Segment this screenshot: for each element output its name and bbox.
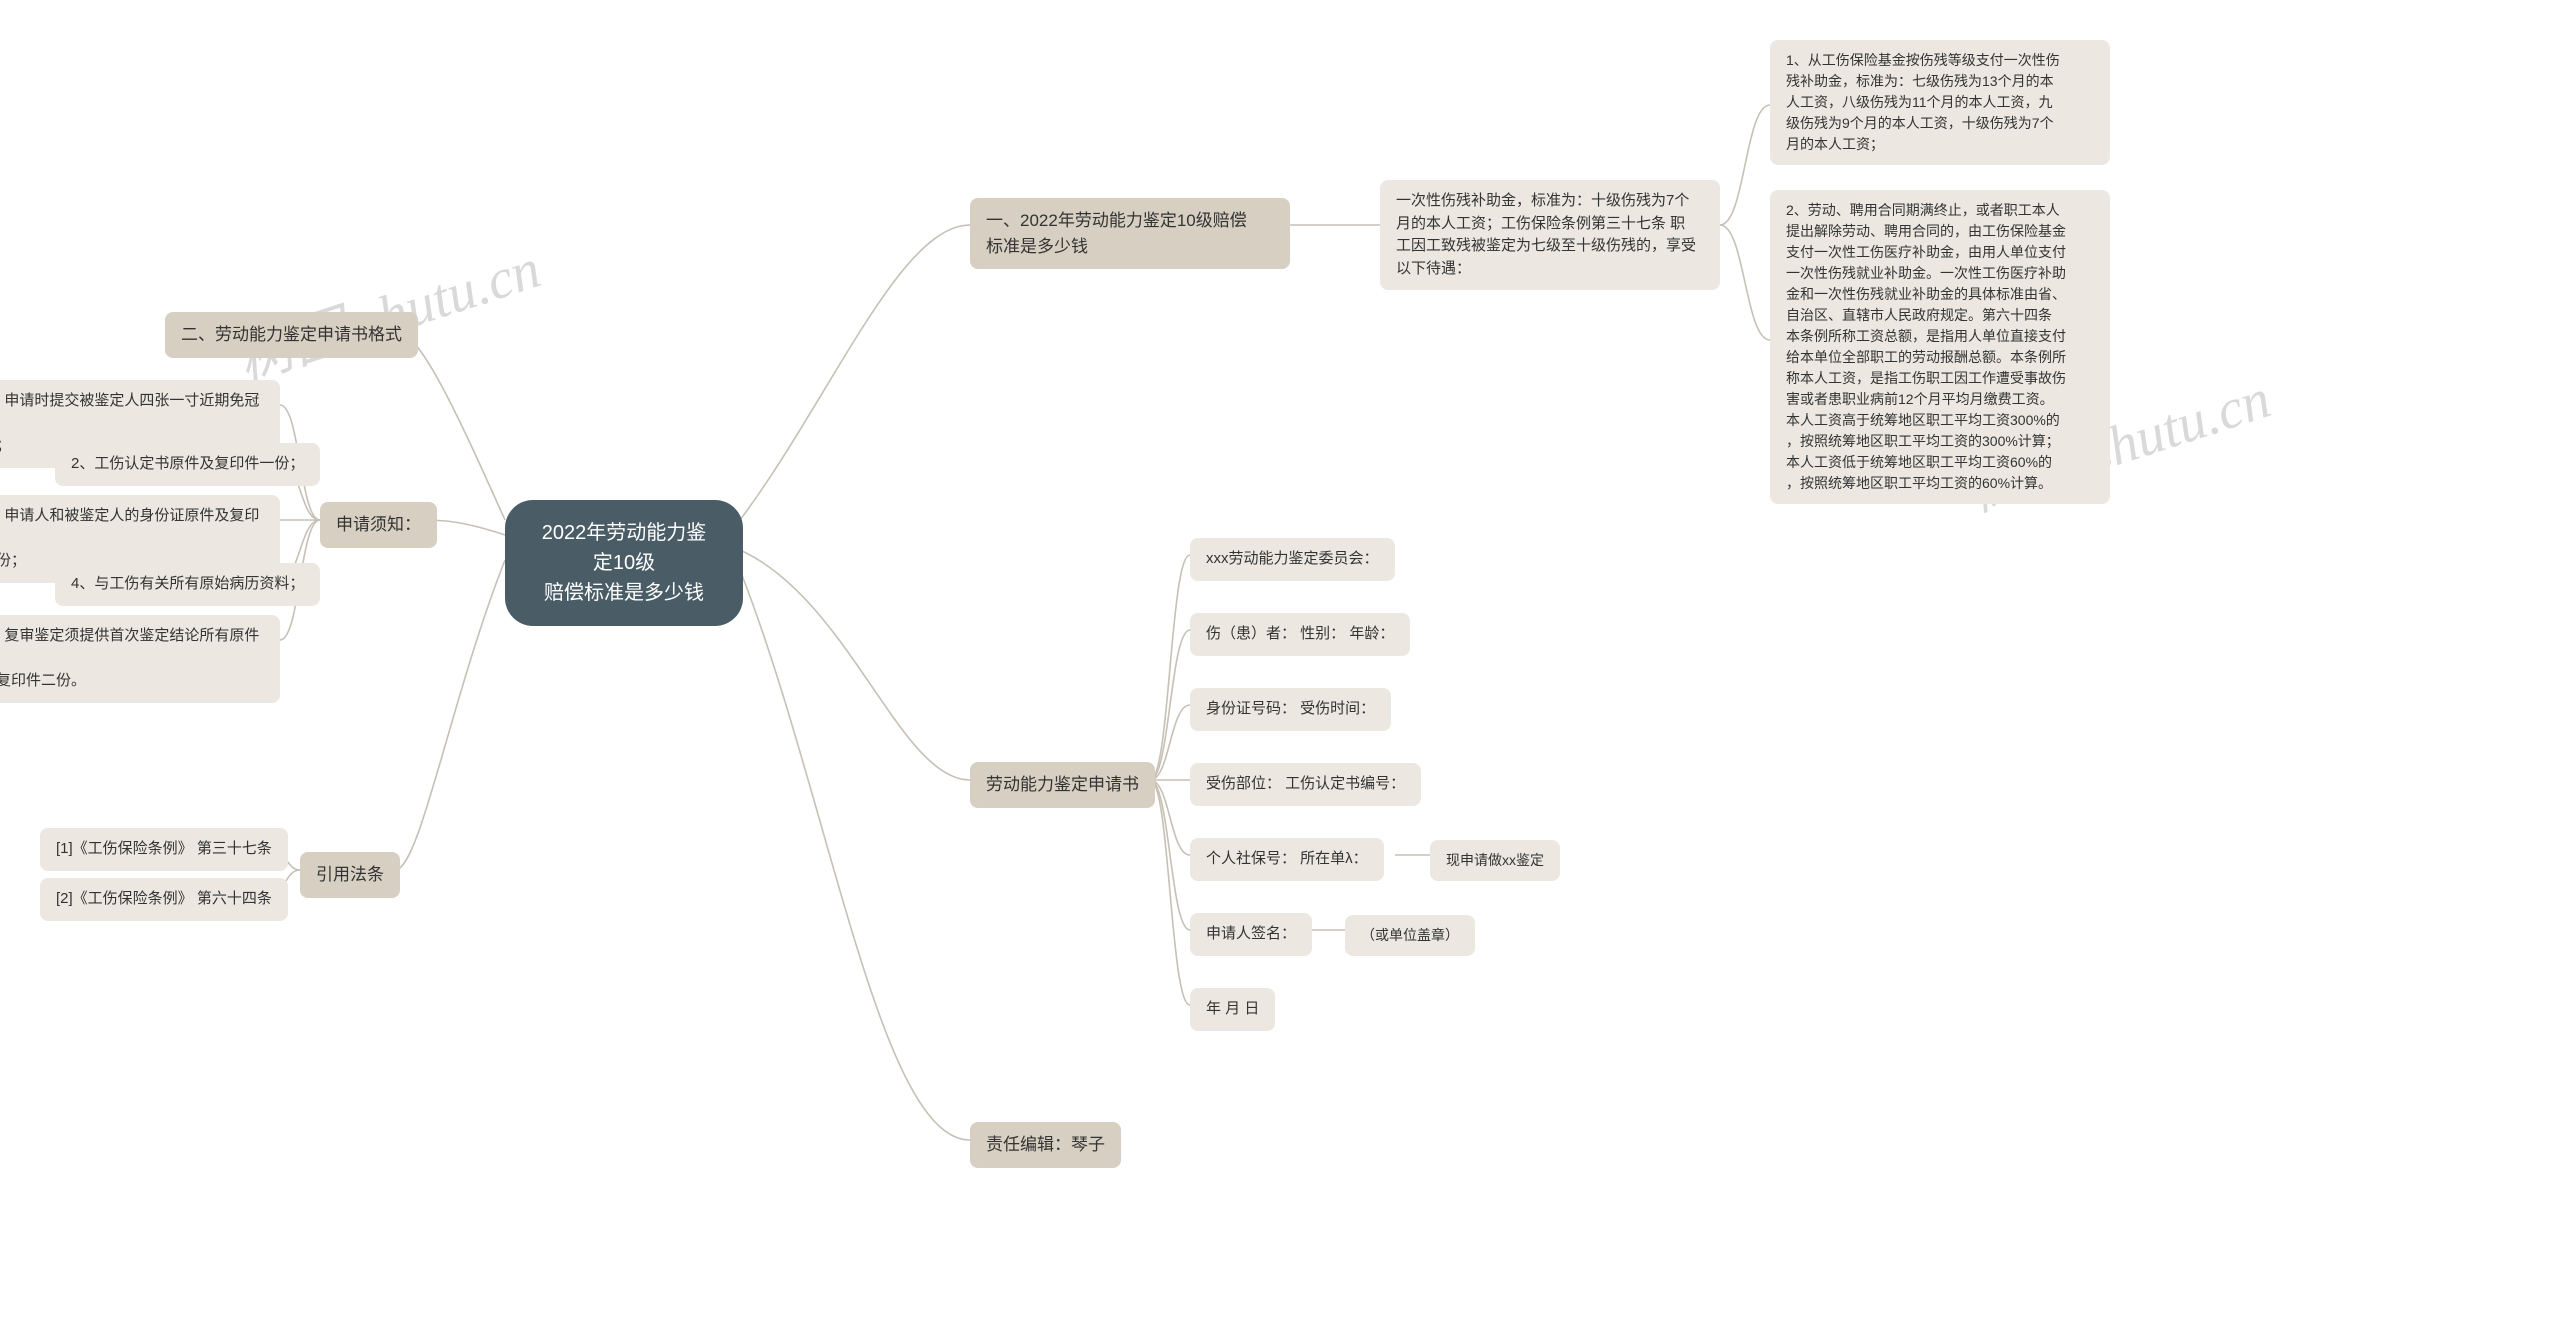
editor: 责任编辑：琴子 [970,1122,1121,1168]
form-f4: 受伤部位： 工伤认定书编号： [1190,763,1421,806]
laws-title: 引用法条 [300,852,400,898]
form-f6: 申请人签名： [1190,913,1312,956]
mindmap-canvas: 树图 shutu.cn 树图 shutu.cn [0,0,2560,1328]
form-f2: 伤（患）者： 性别： 年龄： [1190,613,1410,656]
section1-item1: 1、从工伤保险基金按伤残等级支付一次性伤 残补助金，标准为：七级伤残为13个月的… [1770,40,2110,165]
section1-desc: 一次性伤残补助金，标准为：十级伤残为7个 月的本人工资；工伤保险条例第三十七条 … [1380,180,1720,290]
laws-l1: [1]《工伤保险条例》 第三十七条 [40,828,288,871]
section1-item2: 2、劳动、聘用合同期满终止，或者职工本人 提出解除劳动、聘用合同的，由工伤保险基… [1770,190,2110,504]
form-f1: xxx劳动能力鉴定委员会： [1190,538,1395,581]
laws-l2: [2]《工伤保险条例》 第六十四条 [40,878,288,921]
section2-title: 二、劳动能力鉴定申请书格式 [165,312,418,358]
section1-title: 一、2022年劳动能力鉴定10级赔偿 标准是多少钱 [970,198,1290,269]
form-title: 劳动能力鉴定申请书 [970,762,1155,808]
form-f7: 年 月 日 [1190,988,1275,1031]
notice-title: 申请须知： [320,502,437,548]
root-node: 2022年劳动能力鉴定10级 赔偿标准是多少钱 [505,500,743,626]
notice-i4: 4、与工伤有关所有原始病历资料； [55,563,320,606]
form-f6-sub: （或单位盖章） [1345,915,1475,956]
notice-i5: 5、复审鉴定须提供首次鉴定结论所有原件 份 及复印件二份。 [0,615,280,703]
form-f3: 身份证号码： 受伤时间： [1190,688,1391,731]
form-f5-sub: 现申请做xx鉴定 [1430,840,1560,881]
notice-i2: 2、工伤认定书原件及复印件一份； [55,443,320,486]
form-f5: 个人社保号： 所在单λ： [1190,838,1384,881]
